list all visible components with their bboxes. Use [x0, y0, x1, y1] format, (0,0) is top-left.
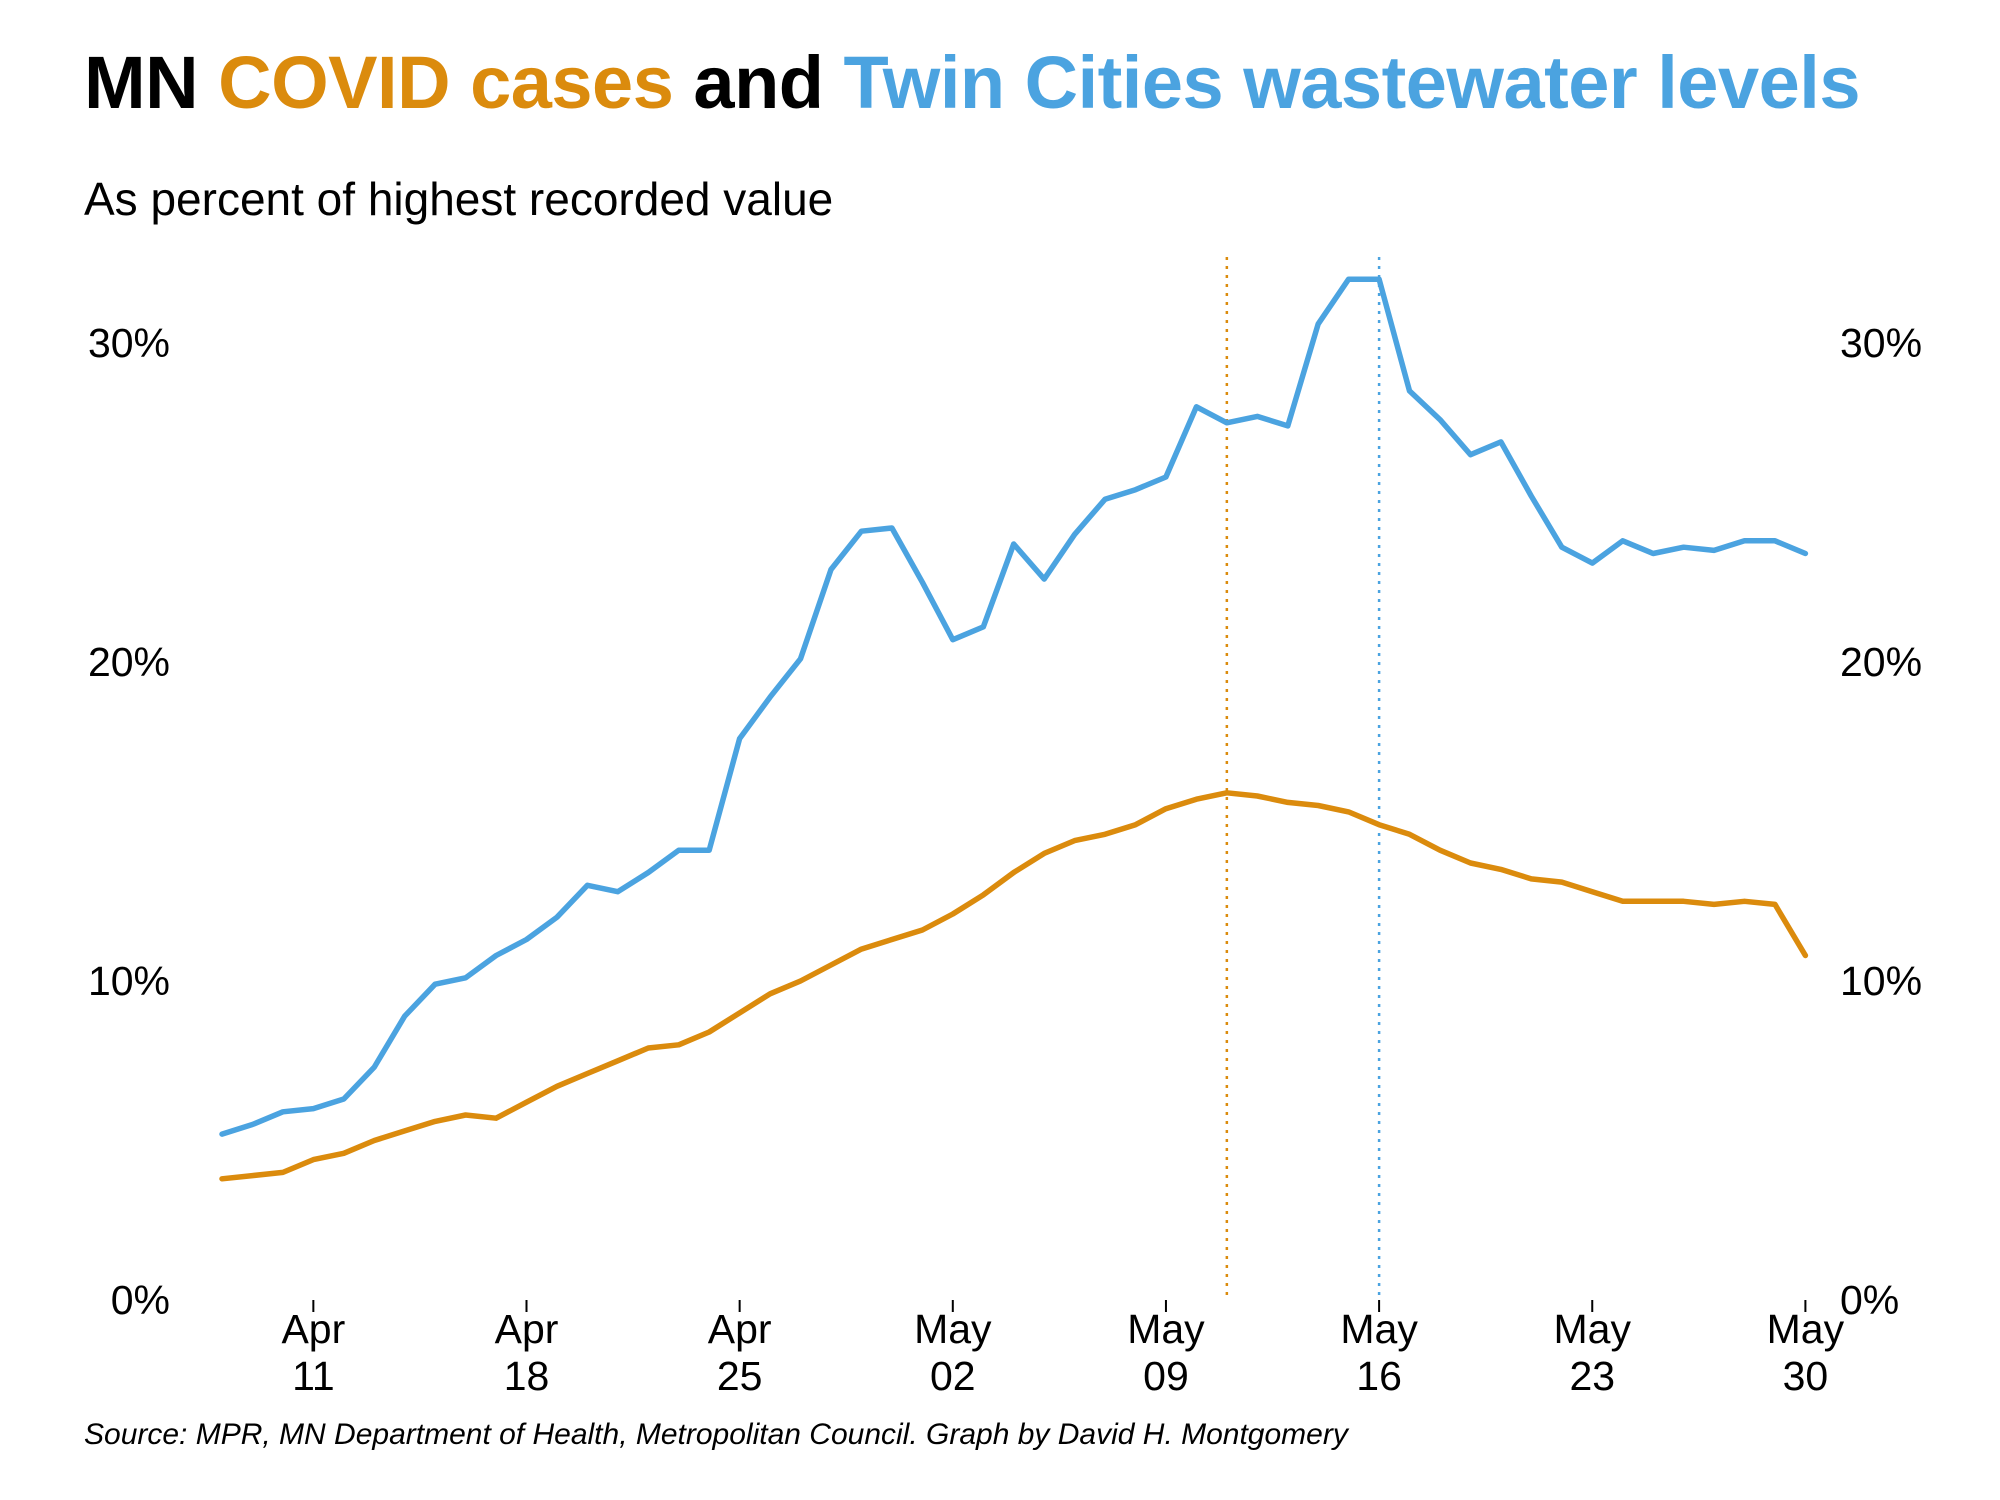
y-tick-label-left: 30%	[88, 320, 170, 366]
x-tick-label-month: May	[1767, 1306, 1845, 1352]
chart-title: MN COVID cases and Twin Cities wastewate…	[84, 40, 1861, 125]
x-tick-label-day: 09	[1143, 1353, 1189, 1399]
y-tick-label-right: 10%	[1840, 958, 1922, 1004]
y-tick-label-right: 30%	[1840, 320, 1922, 366]
y-tick-label-right: 0%	[1840, 1277, 1899, 1323]
x-tick-label-month: May	[1554, 1306, 1632, 1352]
series-lines	[219, 276, 1809, 1182]
x-tick-label-month: May	[914, 1306, 992, 1352]
x-tick-label-month: Apr	[495, 1306, 559, 1352]
x-tick-label-month: Apr	[281, 1306, 345, 1352]
x-tick-label-day: 25	[717, 1353, 763, 1399]
source-note: Source: MPR, MN Department of Health, Me…	[84, 1418, 1348, 1451]
title-wastewater-label: Twin Cities wastewater levels	[843, 41, 1861, 124]
y-tick-label-right: 20%	[1840, 639, 1922, 685]
x-tick-label-day: 18	[504, 1353, 550, 1399]
x-tick-label-month: May	[1127, 1306, 1205, 1352]
x-tick-label-day: 16	[1356, 1353, 1402, 1399]
series-line-cases	[219, 790, 1809, 1182]
title-cases-label: COVID cases	[218, 41, 674, 124]
chart-subtitle: As percent of highest recorded value	[84, 173, 834, 225]
y-axis-left: 0% 10% 20% 30%	[88, 320, 170, 1323]
x-tick-label-day: 23	[1569, 1353, 1615, 1399]
x-tick-label-day: 02	[930, 1353, 976, 1399]
x-tick-label-month: Apr	[708, 1306, 772, 1352]
x-tick-label-day: 11	[292, 1353, 335, 1399]
y-axis-right: 0% 10% 20% 30%	[1840, 320, 1922, 1323]
y-tick-label-left: 20%	[88, 639, 170, 685]
title-joiner: and	[673, 41, 844, 124]
reference-lines	[1225, 257, 1381, 1300]
title-prefix: MN	[84, 41, 219, 124]
y-tick-label-left: 10%	[88, 958, 170, 1004]
x-tick-label-month: May	[1340, 1306, 1418, 1352]
series-line-wastewater	[219, 276, 1809, 1137]
y-tick-label-left: 0%	[111, 1277, 170, 1323]
x-tick-label-day: 30	[1783, 1353, 1829, 1399]
